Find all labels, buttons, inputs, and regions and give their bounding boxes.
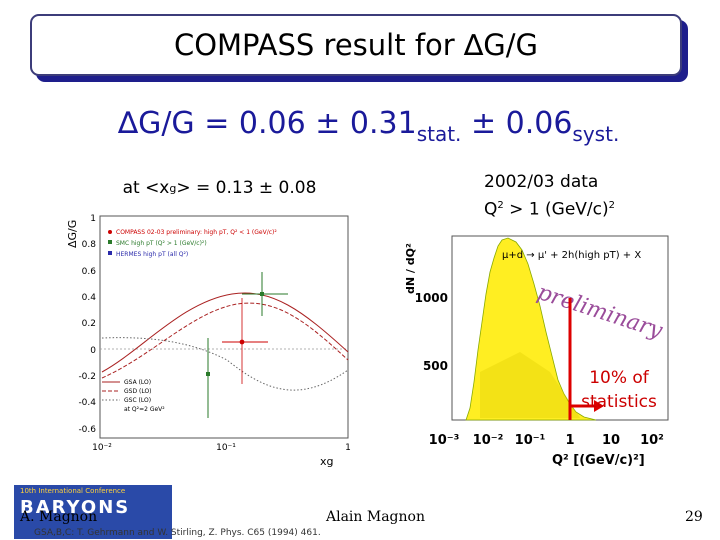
gsa-curve <box>101 292 349 373</box>
data-note-gt: > 1 (GeV/c) <box>503 199 609 220</box>
ytick-m0.6: -0.6 <box>78 425 96 435</box>
legend-hermes: HERMES high pT (all Q²) <box>116 251 188 258</box>
smc-point <box>242 272 288 316</box>
page-number: 29 <box>685 509 703 525</box>
legend-marker-smc <box>108 240 112 244</box>
xtick-1: 1 <box>565 433 574 448</box>
xg-note-post: > = 0.13 ± 0.08 <box>176 178 317 198</box>
citation: GSA,B,C: T. Gehrmann and W. Stirling, Z.… <box>34 528 321 538</box>
data-note: 2002/03 data Q2 > 1 (GeV/c)2 <box>478 170 628 224</box>
left-ylabel: ΔG/G <box>66 220 79 248</box>
ytick-0.8: 0.8 <box>82 240 97 250</box>
left-yticks: 1 0.8 0.6 0.4 0.2 0 -0.2 -0.4 -0.6 <box>78 214 96 435</box>
ytick-m0.4: -0.4 <box>78 398 96 408</box>
process-label: μ+d → μ' + 2h(high pT) + X <box>502 250 641 261</box>
logo-line1: 10th International Conference <box>20 487 126 495</box>
curve-legend-q2: at Q²=2 GeV² <box>124 406 165 413</box>
right-xticks: 10⁻³ 10⁻² 10⁻¹ 1 10 10² <box>429 433 664 448</box>
xtick-1: 1 <box>345 443 351 453</box>
footer-author-center: Alain Magnon <box>326 509 425 525</box>
data-note-q-exp: 2 <box>497 200 504 211</box>
ytick-0.6: 0.6 <box>82 267 97 277</box>
xtick-0.01: 10⁻² <box>92 443 112 453</box>
gsd-curve <box>101 302 349 379</box>
formula-lhs: ∆G/G = 0.06 ± 0.31 <box>118 106 417 141</box>
left-xticks: 10⁻² 10⁻¹ 1 <box>92 443 351 453</box>
ytick-1000: 1000 <box>415 291 448 305</box>
curve-legend-gsc: GSC (LO) <box>124 397 151 404</box>
legend-compass: COMPASS 02-03 preliminary: high pT, Q² <… <box>116 229 277 236</box>
compass-point <box>222 298 268 384</box>
footer-author-left: A. Magnon <box>20 509 98 525</box>
xg-note: at <x g > = 0.13 ± 0.08 <box>112 170 327 206</box>
left-frame <box>99 215 349 439</box>
hermes-point <box>206 338 210 418</box>
stats-note-line1: 10% of <box>589 368 649 388</box>
xtick-1e-2: 10⁻² <box>473 433 504 448</box>
logo-line2: BARYONS <box>20 497 131 518</box>
delta-g-plot: ΔG/G 1 0.8 0.6 0.4 0.2 0 -0.2 -0.4 -0.6 … <box>66 214 351 468</box>
right-xlabel: Q² [(GeV/c)²] <box>552 453 645 468</box>
data-note-line2: Q2 > 1 (GeV/c)2 <box>484 194 628 222</box>
conference-logo: 10th International Conference BARYONS <box>14 485 172 539</box>
xtick-10: 10 <box>602 433 620 448</box>
legend-marker-compass <box>108 230 112 234</box>
ytick-m0.2: -0.2 <box>78 372 96 382</box>
curve-legend-gsd: GSD (LO) <box>124 388 152 395</box>
data-note-line1: 2002/03 data <box>484 172 599 192</box>
preliminary-watermark: preliminary <box>534 280 666 344</box>
legend-marker-hermes <box>108 251 112 255</box>
stats-arrow-head <box>594 400 604 412</box>
histogram-lower-tail <box>480 352 580 418</box>
result-formula: ∆G/G = 0.06 ± 0.31stat. ± 0.06syst. <box>118 106 619 146</box>
xtick-1e-1: 10⁻¹ <box>515 433 546 448</box>
ytick-1: 1 <box>90 214 96 224</box>
right-ylabel: dN / dQ² <box>404 243 417 294</box>
legend-smc: SMC high pT (Q² > 1 (GeV/c)²) <box>116 240 207 247</box>
formula-syst-sub: syst. <box>572 122 620 146</box>
ytick-0.2: 0.2 <box>82 319 96 329</box>
right-yticks: 1000 500 <box>415 291 448 373</box>
curve-legend: GSA (LO) GSD (LO) GSC (LO) at Q²=2 GeV² <box>102 379 165 413</box>
formula-mid: ± 0.06 <box>461 106 573 141</box>
data-note-unit-exp: 2 <box>608 200 616 211</box>
xtick-0.1: 10⁻¹ <box>216 443 236 453</box>
plot-legend: COMPASS 02-03 preliminary: high pT, Q² <… <box>108 229 277 258</box>
curve-legend-gsa: GSA (LO) <box>124 379 151 386</box>
slide-title: COMPASS result for ∆G/G <box>173 28 539 62</box>
data-note-q: Q <box>484 199 498 220</box>
stats-note-line2: statistics <box>581 392 657 412</box>
q2-distribution-plot: dN / dQ² 1000 500 10⁻³ 10⁻² 10⁻¹ 1 10 10… <box>404 235 669 468</box>
xg-note-pre: at <x <box>122 178 170 198</box>
xtick-1e-3: 10⁻³ <box>429 433 460 448</box>
ytick-500: 500 <box>423 359 448 373</box>
left-xlabel: xg <box>320 455 334 468</box>
xtick-1e2: 10² <box>640 433 664 448</box>
xg-note-sub: g <box>169 181 177 195</box>
formula-stat-sub: stat. <box>416 122 462 146</box>
ytick-0.4: 0.4 <box>82 293 97 303</box>
stats-note: 10% of statistics <box>574 366 664 416</box>
ytick-0: 0 <box>90 346 96 356</box>
title-box: COMPASS result for ∆G/G <box>30 14 682 76</box>
